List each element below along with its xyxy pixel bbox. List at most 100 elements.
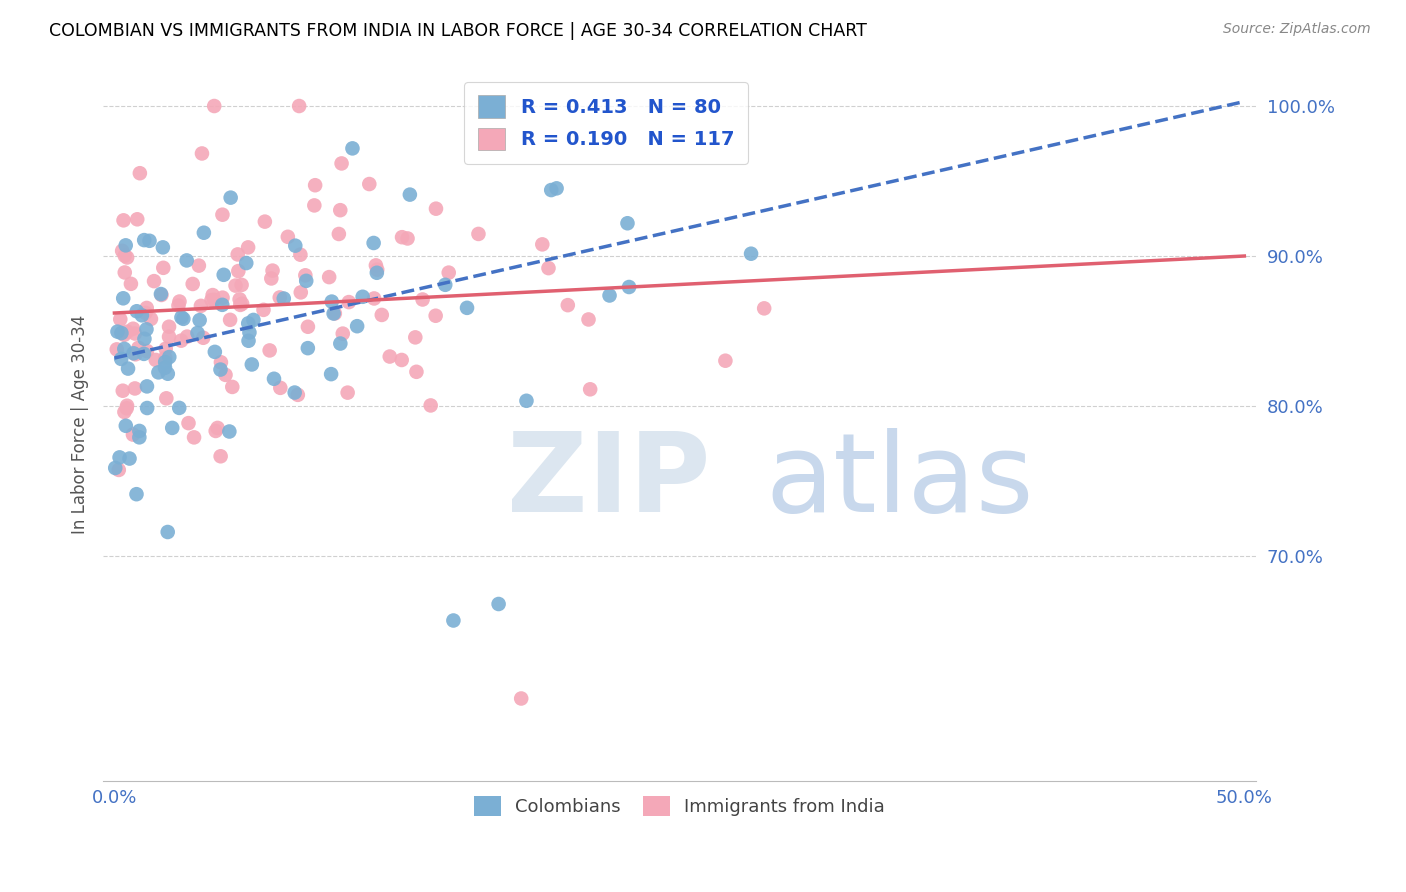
Point (127, 341, 149, 355)
Point (200, 293, 222, 307)
Point (202, 99, 225, 113)
Point (510, 691, 533, 706)
Point (269, 290, 291, 304)
Point (135, 301, 157, 315)
Point (160, 421, 183, 435)
Point (599, 288, 621, 302)
Point (366, 262, 388, 277)
Point (412, 293, 434, 307)
Point (169, 294, 191, 309)
Point (330, 156, 353, 170)
Point (231, 277, 253, 292)
Point (186, 326, 208, 340)
Point (170, 310, 193, 325)
Point (149, 287, 172, 301)
Point (219, 191, 242, 205)
Point (212, 268, 235, 282)
Point (209, 362, 232, 376)
Point (437, 266, 460, 280)
Point (112, 342, 135, 356)
Point (114, 418, 136, 433)
Point (181, 277, 204, 291)
Point (363, 292, 385, 306)
Point (221, 380, 243, 394)
Point (488, 597, 510, 611)
Point (115, 325, 138, 339)
Point (425, 202, 447, 216)
Point (336, 385, 359, 400)
Point (110, 312, 132, 326)
Point (204, 344, 226, 359)
Point (209, 355, 232, 369)
Point (294, 268, 316, 283)
Point (139, 311, 162, 326)
Point (617, 280, 640, 294)
Point (391, 230, 413, 244)
Point (235, 256, 257, 270)
Point (290, 248, 312, 262)
Point (231, 296, 253, 310)
Point (253, 214, 276, 228)
Point (290, 285, 312, 300)
Point (136, 343, 159, 358)
Point (557, 298, 579, 312)
Point (152, 260, 174, 275)
Point (225, 278, 247, 293)
Point (211, 208, 233, 222)
Point (125, 304, 148, 318)
Point (616, 216, 638, 230)
Point (546, 181, 568, 195)
Point (201, 288, 224, 302)
Point (391, 353, 413, 368)
Point (226, 247, 249, 261)
Point (207, 421, 229, 435)
Text: atlas: atlas (766, 428, 1035, 535)
Point (143, 274, 166, 288)
Point (125, 487, 148, 501)
Point (329, 336, 352, 351)
Point (107, 325, 129, 339)
Point (115, 399, 138, 413)
Point (288, 99, 311, 113)
Point (252, 302, 274, 317)
Legend: Colombians, Immigrants from India: Colombians, Immigrants from India (465, 787, 894, 825)
Point (115, 251, 138, 265)
Point (219, 313, 242, 327)
Point (191, 146, 214, 161)
Point (128, 430, 150, 444)
Point (134, 233, 156, 247)
Point (321, 294, 343, 309)
Point (176, 329, 198, 343)
Point (145, 353, 167, 368)
Point (155, 351, 177, 365)
Point (187, 259, 209, 273)
Point (378, 350, 401, 364)
Point (107, 463, 129, 477)
Point (236, 240, 259, 254)
Text: ZIP: ZIP (506, 428, 710, 535)
Point (117, 361, 139, 376)
Point (478, 99, 501, 113)
Point (304, 178, 326, 193)
Point (122, 427, 145, 442)
Point (124, 347, 146, 361)
Point (122, 346, 145, 360)
Point (262, 263, 284, 277)
Point (136, 379, 159, 393)
Point (228, 293, 250, 307)
Point (157, 350, 180, 364)
Point (304, 198, 326, 212)
Point (110, 326, 132, 340)
Point (540, 183, 562, 197)
Point (111, 244, 134, 258)
Point (114, 265, 136, 279)
Point (405, 365, 427, 379)
Point (112, 327, 135, 342)
Point (214, 368, 236, 382)
Point (128, 424, 150, 438)
Point (135, 306, 157, 320)
Point (176, 253, 198, 268)
Point (115, 401, 138, 416)
Point (399, 187, 422, 202)
Point (425, 309, 447, 323)
